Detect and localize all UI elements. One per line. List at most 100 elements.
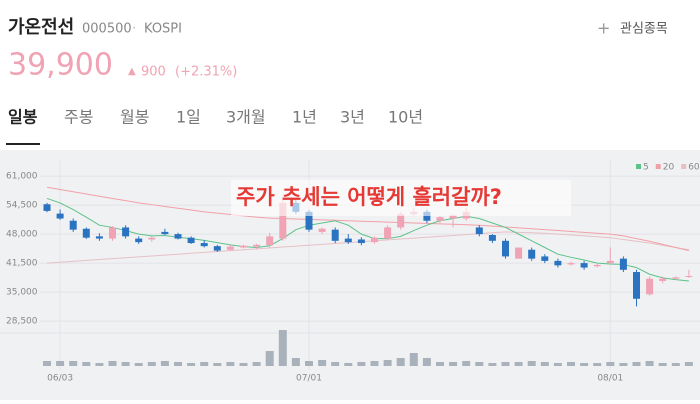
volume-bar — [606, 362, 615, 366]
candle-body — [659, 278, 667, 281]
volume-bar — [462, 361, 471, 366]
volume-bar — [422, 358, 431, 366]
annotation: 주가 추세는 어떻게 흘러갈까? — [236, 185, 502, 209]
price-change: 900 — [141, 65, 166, 80]
y-tick-label: 35,000 — [6, 288, 38, 298]
candle-body — [174, 234, 182, 239]
candle-body — [541, 256, 549, 261]
candle-body — [449, 215, 457, 219]
y-tick-label: 54,500 — [6, 201, 38, 211]
tab[interactable]: 10년 — [388, 108, 423, 127]
y-tick-label: 41,500 — [6, 259, 38, 269]
volume-bar — [121, 362, 130, 366]
candle-body — [187, 237, 195, 244]
candle-body — [357, 239, 365, 244]
candle-body — [213, 246, 221, 251]
volume-bar — [501, 362, 510, 366]
volume-bar — [95, 363, 104, 366]
up-arrow: ▲ — [128, 66, 136, 77]
volume-bar — [514, 362, 523, 366]
volume-bar — [396, 358, 405, 366]
candle-body — [266, 236, 274, 246]
volume-bar — [265, 351, 274, 366]
add-icon[interactable]: + — [597, 19, 610, 38]
candle-body — [672, 277, 680, 279]
volume-bar — [200, 362, 209, 366]
candle-body — [567, 263, 575, 265]
ma-line — [46, 186, 690, 252]
volume-bar — [619, 363, 628, 366]
tab[interactable]: 주봉 — [64, 108, 93, 127]
volume-bar — [278, 330, 287, 366]
volume-bar — [436, 362, 444, 366]
volume-bar — [43, 361, 51, 366]
tab[interactable]: 3년 — [340, 108, 365, 127]
legend-label: 60 — [688, 163, 700, 173]
stock-code: 000500 — [82, 22, 132, 37]
legend-label: 20 — [663, 163, 675, 173]
volume-bar — [553, 363, 562, 366]
candle-body — [344, 238, 352, 243]
volume-bar — [540, 362, 549, 366]
legend-swatch — [681, 164, 687, 169]
tab[interactable]: 3개월 — [226, 108, 266, 127]
candle-body — [580, 263, 588, 268]
volume-bar — [174, 362, 182, 366]
candle-body — [475, 227, 483, 235]
candle-body — [253, 244, 261, 247]
tabs: 일봉 주봉 월봉 1일 3개월 1년 3년 10년 — [8, 108, 423, 127]
annotation-bg — [231, 180, 571, 216]
candle-body — [318, 228, 326, 232]
candle-body — [109, 227, 116, 239]
candle-body — [436, 217, 444, 221]
volume-bar — [252, 362, 261, 366]
candle-body — [685, 276, 693, 278]
tab[interactable]: 일봉 — [8, 108, 38, 127]
x-tick-label: 07/01 — [296, 374, 322, 384]
candle-body — [502, 240, 509, 257]
candle-body — [384, 227, 392, 239]
volume-bar — [213, 363, 222, 366]
candle-body — [148, 237, 156, 240]
candle-body — [122, 227, 130, 237]
candle-body — [554, 260, 562, 266]
volume-bar — [82, 362, 91, 366]
volume-bar — [291, 358, 300, 366]
candle-body — [226, 246, 234, 250]
volume-bar — [56, 361, 65, 366]
change-rate: (+2.31%) — [175, 65, 237, 80]
volume-bar — [409, 353, 418, 366]
volume-bar — [357, 362, 366, 366]
legend-label: 5 — [643, 163, 649, 173]
volume-bar — [160, 361, 169, 366]
volume-bar — [344, 363, 353, 366]
candle-body — [331, 229, 339, 241]
tab[interactable]: 1년 — [292, 108, 317, 127]
x-tick-label: 06/03 — [47, 374, 73, 384]
candle-body — [161, 231, 169, 235]
watch-button[interactable]: 관심종목 — [620, 22, 668, 37]
candle-body — [371, 237, 378, 243]
volume-bar — [108, 361, 117, 366]
volume-bar — [305, 361, 313, 366]
volume-bar — [684, 362, 693, 366]
volume-bar — [580, 363, 589, 366]
candle-body — [423, 211, 431, 221]
candle-body — [279, 202, 287, 239]
candle-body — [69, 220, 77, 230]
current-price: 39,900 — [8, 48, 113, 83]
ma-line — [46, 231, 689, 264]
volume-bar — [632, 362, 641, 366]
legend-swatch — [655, 164, 661, 169]
tab[interactable]: 1일 — [176, 108, 201, 127]
candle-body — [619, 258, 627, 270]
volume-bar — [147, 362, 156, 366]
ma-line — [46, 197, 689, 282]
volume-bar — [318, 360, 327, 366]
y-tick-label: 48,000 — [6, 230, 38, 240]
candle-body — [593, 264, 601, 267]
volume-bar — [226, 362, 235, 366]
tab[interactable]: 월봉 — [120, 108, 149, 127]
candle-body — [43, 204, 51, 211]
